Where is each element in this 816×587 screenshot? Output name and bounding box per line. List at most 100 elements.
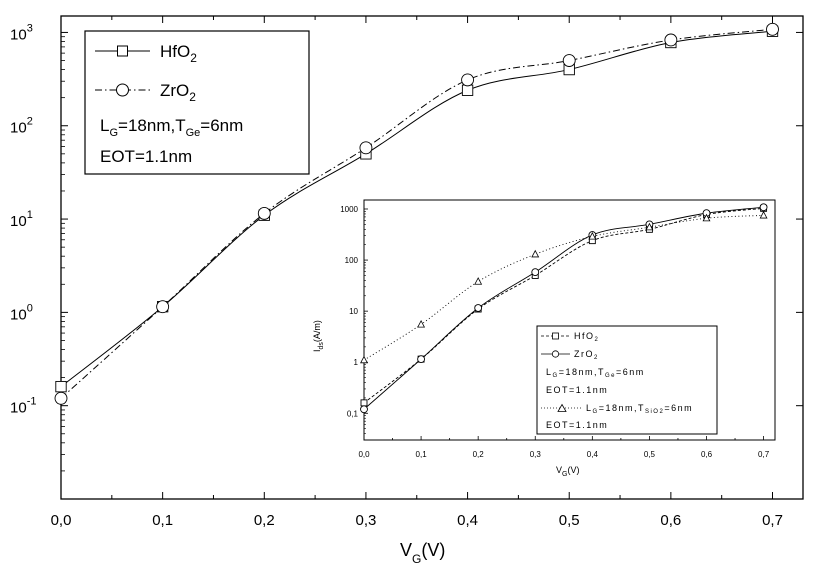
main-legend-zro2-label: ZrO2: [160, 81, 196, 104]
main-legend-hfo2-text: HfO: [160, 42, 190, 61]
main-circle-series-line: [60, 28, 773, 399]
inset-legend-tge-subscript: Ge: [605, 373, 616, 379]
inset-y-tick-label: 1000: [340, 205, 358, 214]
main-x-axis-title: VG(V): [400, 540, 445, 566]
inset-y-tick-label: 10: [349, 307, 358, 316]
main-y-tick-label: 102: [10, 116, 33, 137]
main-legend-hfo2-square-marker: [117, 45, 128, 57]
inset-legend-zro2-text: ZrO: [574, 349, 594, 359]
inset-y-tick-label: 100: [345, 256, 359, 265]
inset-x-tick-label: 0,1: [416, 450, 428, 459]
inset-x-axis-title: VG(V): [556, 465, 579, 478]
inset-legend-lg1-symbol: L: [546, 367, 553, 377]
inset-triangle-data-point: [588, 231, 597, 240]
main-x-axis-title-symbol: V: [400, 540, 412, 560]
main-legend-tge-value: =6nm: [200, 116, 243, 135]
main-square-data-point: [55, 380, 67, 393]
inset-x-tick-label: 0,4: [587, 450, 599, 459]
inset-legend-tsio2-value: =6nm: [664, 403, 693, 413]
main-circle-data-point: [54, 391, 68, 405]
inset-legend-zro2-label: ZrO2: [574, 349, 599, 361]
main-x-tick-label: 0,7: [762, 512, 783, 529]
main-legend-eot-note: EOT=1.1nm: [100, 147, 192, 166]
main-legend-zro2-text: ZrO: [160, 81, 189, 100]
main-legend: HfO2 ZrO2 LG=18nm,TGe=6nm EOT=1.1nm: [84, 30, 310, 175]
inset-y-axis-title-symbol: I: [312, 349, 322, 352]
inset-legend-eot-note-1: EOT=1.1nm: [546, 385, 608, 395]
inset-legend-box: [536, 325, 718, 435]
inset-x-axis-title-symbol: V: [556, 465, 562, 475]
inset-triangle-data-point: [474, 277, 483, 285]
main-y-tick-label: 10-1: [10, 396, 36, 417]
inset-series: [360, 203, 768, 414]
inset-circle-data-point: [474, 304, 483, 312]
main-x-axis-title-unit: (V): [421, 540, 445, 560]
inset-triangle-data-point: [645, 222, 654, 231]
inset-legend-lg2-subscript: G: [593, 409, 599, 415]
main-legend-tge-subscript: Ge: [186, 127, 201, 139]
inset-legend-lg-tge-note: LG=18nm,TGe=6nm: [546, 367, 645, 379]
inset-legend-tge-value: =6nm: [616, 367, 645, 377]
inset-legend-lg1-subscript: G: [553, 373, 559, 379]
inset-x-axis-title-unit: (V): [567, 465, 579, 475]
inset-legend-lg1-value: =18nm,T: [559, 367, 605, 377]
main-y-tick-label: 101: [10, 209, 33, 230]
inset-legend-zro2-circle-marker: [551, 350, 560, 358]
inset-legend-zro2-subscript: 2: [594, 355, 599, 361]
inset-circle-data-point: [417, 355, 425, 364]
main-square-data-point: [461, 84, 474, 96]
inset-ticks: 0,0 0,1 0,2 0,3 0,4 0,5 0,6 0,7 0,1 1 10 100 1000: [340, 205, 769, 459]
main-x-tick-label: 0,5: [559, 512, 580, 529]
main-circle-data-point: [156, 300, 170, 314]
inset-legend-hfo2-text: HfO: [574, 331, 595, 341]
inset-legend-hfo2-subscript: 2: [595, 337, 600, 343]
inset-y-tick-label: 0,1: [347, 409, 359, 418]
inset-x-tick-label: 0,0: [358, 450, 370, 459]
main-x-tick-label: 0,2: [254, 512, 275, 529]
main-circle-data-point: [562, 54, 576, 67]
inset-triangle-data-point: [417, 319, 426, 328]
inset-square-series-line: [363, 207, 764, 404]
main-x-tick-label: 0,4: [457, 512, 478, 529]
main-x-tick-label: 0,6: [660, 512, 681, 529]
main-x-tick-label: 0,0: [51, 512, 72, 529]
main-x-tick-label: 0,3: [356, 512, 377, 529]
inset-y-axis-title: Ids(A/m): [312, 320, 325, 352]
main-circle-data-point: [766, 22, 779, 36]
inset-triangle-data-point: [702, 213, 711, 222]
main-circle-data-point: [359, 141, 373, 155]
inset-legend-sio2-triangle-marker: [557, 403, 567, 412]
inset-x-tick-label: 0,3: [530, 450, 542, 459]
inset-legend: HfO2 ZrO2 LG=18nm,TGe=6nm EOT=1.1nm LG=1…: [536, 325, 718, 435]
main-circle-data-point: [257, 206, 271, 220]
main-legend-hfo2-subscript: 2: [190, 51, 197, 65]
inset-x-tick-label: 0,5: [644, 450, 656, 459]
main-x-tick-label: 0,1: [152, 512, 173, 529]
main-y-tick-label: 100: [10, 302, 33, 323]
inset-x-tick-label: 0,2: [473, 450, 485, 459]
inset-y-axis-title-subscript: ds: [318, 342, 325, 350]
main-legend-hfo2-label: HfO2: [160, 42, 197, 65]
inset-triangle-data-point: [759, 210, 768, 219]
main-series: [54, 22, 779, 405]
inset-x-tick-label: 0,6: [701, 450, 713, 459]
inset-legend-hfo2-label: HfO2: [574, 331, 599, 343]
inset-y-tick-label: 1: [354, 358, 359, 367]
main-y-tick-label: 103: [10, 22, 33, 43]
inset-circle-data-point: [759, 203, 768, 212]
inset-triangle-data-point: [531, 249, 540, 258]
inset-triangle-data-point: [360, 355, 368, 364]
main-legend-zro2-circle-marker: [116, 83, 129, 97]
main-legend-zro2-subscript: 2: [189, 90, 196, 104]
main-legend-lg-subscript: G: [109, 127, 118, 139]
main-circle-data-point: [461, 73, 475, 87]
inset-x-axis-title-subscript: G: [562, 471, 567, 478]
inset-circle-data-point: [531, 268, 540, 277]
inset-y-axis-title-unit: (A/m): [312, 320, 322, 342]
inset-legend-hfo2-square-marker: [552, 332, 559, 340]
main-legend-lg-symbol: L: [100, 116, 109, 135]
main-circle-data-point: [664, 33, 678, 47]
inset-legend-tsio2-subscript: SiO2: [645, 409, 664, 415]
